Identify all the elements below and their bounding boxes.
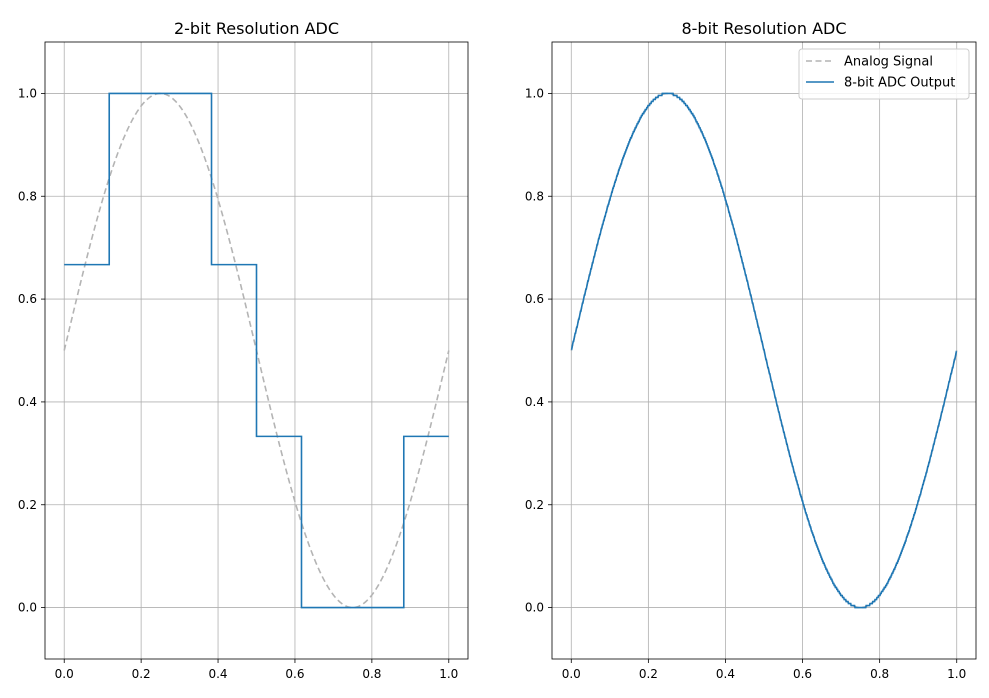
y-tick-label: 0.2 bbox=[18, 498, 37, 512]
plot-frame bbox=[551, 41, 977, 660]
adc-output-line bbox=[570, 92, 958, 609]
x-tick-label: 0.8 bbox=[362, 667, 381, 681]
y-tick-label: 0.4 bbox=[18, 395, 37, 409]
chart-panel-1: 2-bit Resolution ADC 0.0 0.2 0.4 0.6 0.8 1.0 0.… bbox=[18, 19, 469, 681]
adc-output-line bbox=[64, 92, 449, 609]
y-tick-label: 0.8 bbox=[525, 189, 544, 203]
y-tick-label: 0.4 bbox=[525, 395, 544, 409]
x-tick-label: 0.2 bbox=[132, 667, 151, 681]
chart-title: 2-bit Resolution ADC bbox=[174, 19, 339, 38]
y-tick-label: 0.6 bbox=[18, 292, 37, 306]
x-tick-label: 0.4 bbox=[208, 667, 227, 681]
x-tick-label: 0.6 bbox=[285, 667, 304, 681]
x-tick-label: 0.8 bbox=[870, 667, 889, 681]
legend: Analog Signal 8-bit ADC Output bbox=[798, 48, 970, 100]
x-tick-label: 0.2 bbox=[639, 667, 658, 681]
y-tick-label: 0.6 bbox=[525, 292, 544, 306]
x-tick-label: 0.0 bbox=[562, 667, 581, 681]
y-tick-label: 1.0 bbox=[525, 86, 544, 100]
legend-label: 8-bit ADC Output bbox=[844, 76, 955, 91]
legend-box bbox=[798, 48, 970, 100]
y-tick-label: 1.0 bbox=[18, 86, 37, 100]
x-tick-label: 0.4 bbox=[716, 667, 735, 681]
x-tick-label: 1.0 bbox=[439, 667, 458, 681]
plot-frame bbox=[44, 41, 469, 660]
x-tick-label: 0.6 bbox=[793, 667, 812, 681]
x-tick-label: 1.0 bbox=[947, 667, 966, 681]
chart-title: 8-bit Resolution ADC bbox=[681, 19, 846, 38]
x-tick-label: 0.0 bbox=[55, 667, 74, 681]
y-tick-label: 0.0 bbox=[525, 601, 544, 615]
chart-panel-2: 8-bit Resolution ADC 0.0 0.2 0.4 0.6 0.8 1.0 0.… bbox=[525, 19, 977, 681]
legend-label: Analog Signal bbox=[844, 55, 933, 70]
y-tick-label: 0.2 bbox=[525, 498, 544, 512]
y-tick-label: 0.8 bbox=[18, 189, 37, 203]
y-tick-label: 0.0 bbox=[18, 601, 37, 615]
